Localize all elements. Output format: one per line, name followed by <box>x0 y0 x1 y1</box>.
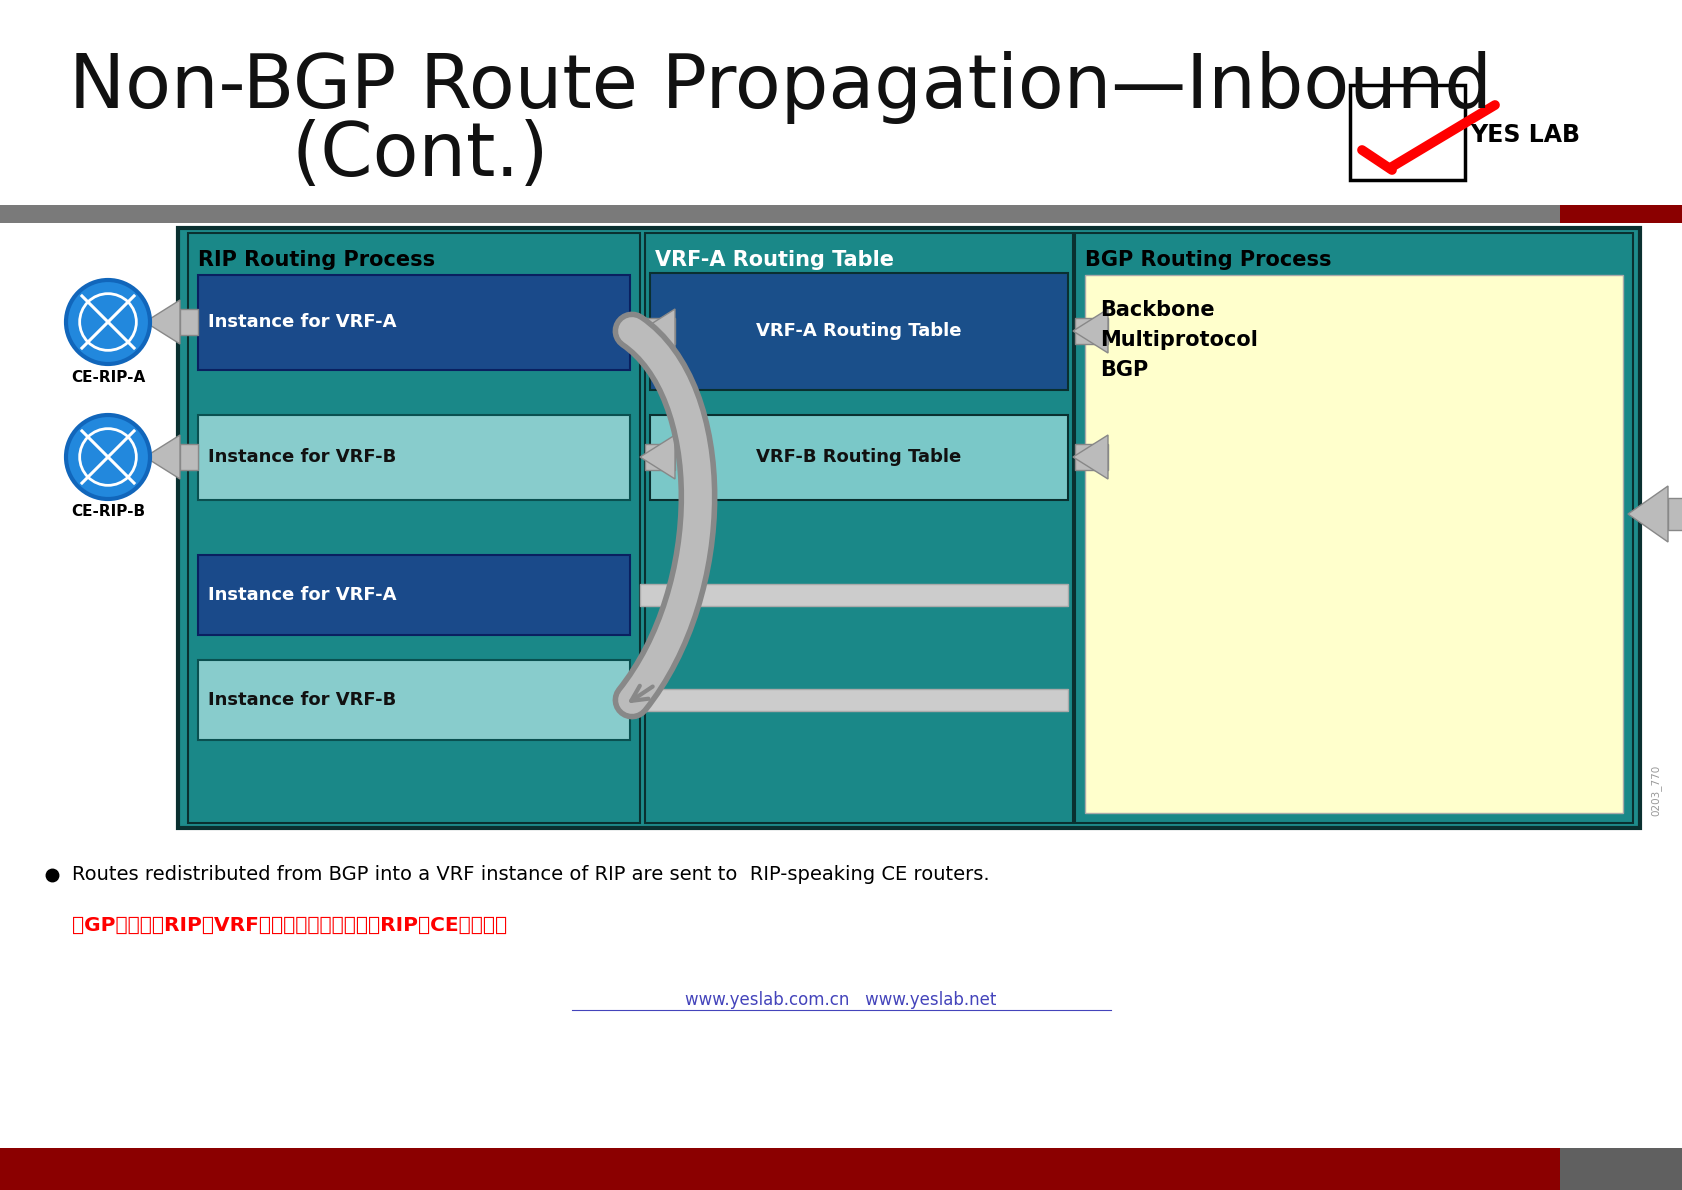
Bar <box>0 205 1559 223</box>
Bar <box>649 273 1068 390</box>
Bar <box>188 233 639 823</box>
Bar <box>180 309 198 336</box>
Bar <box>1085 275 1621 813</box>
Text: Instance for VRF-B: Instance for VRF-B <box>209 447 395 466</box>
Bar <box>198 660 629 740</box>
Polygon shape <box>639 309 674 353</box>
Bar <box>644 318 674 344</box>
Bar <box>644 444 674 470</box>
Polygon shape <box>1073 436 1107 480</box>
Bar <box>1559 1148 1682 1190</box>
Text: Routes redistributed from BGP into a VRF instance of RIP are sent to  RIP-speaki: Routes redistributed from BGP into a VRF… <box>72 865 989 884</box>
Bar <box>649 415 1068 500</box>
Bar <box>180 444 198 470</box>
Text: www.yeslab.com.cn   www.yeslab.net: www.yeslab.com.cn www.yeslab.net <box>685 991 996 1009</box>
Text: CE-RIP-A: CE-RIP-A <box>71 370 145 384</box>
Polygon shape <box>639 436 674 480</box>
Text: 仫GP重分发到RIP的VRF实例的路由被发送到说RIP的CE路由器。: 仫GP重分发到RIP的VRF实例的路由被发送到说RIP的CE路由器。 <box>72 915 506 934</box>
Bar <box>639 584 1068 606</box>
Text: Instance for VRF-A: Instance for VRF-A <box>209 313 397 331</box>
Text: (Cont.): (Cont.) <box>291 119 548 192</box>
Bar <box>1559 205 1682 223</box>
Bar <box>198 275 629 370</box>
Bar <box>1075 233 1632 823</box>
Text: BGP Routing Process: BGP Routing Process <box>1085 250 1330 270</box>
Text: Instance for VRF-A: Instance for VRF-A <box>209 585 397 605</box>
Text: Backbone
Multiprotocol
BGP: Backbone Multiprotocol BGP <box>1100 300 1256 380</box>
Polygon shape <box>1626 486 1667 541</box>
Bar <box>644 233 1073 823</box>
Text: VRF-A Routing Table: VRF-A Routing Table <box>654 250 893 270</box>
Text: VRF-B Routing Table: VRF-B Routing Table <box>755 447 960 466</box>
Bar <box>178 228 1638 828</box>
Polygon shape <box>1073 309 1107 353</box>
Polygon shape <box>145 436 180 480</box>
Text: 0203_770: 0203_770 <box>1650 764 1660 815</box>
Bar <box>1349 84 1463 180</box>
Text: Instance for VRF-B: Instance for VRF-B <box>209 691 395 709</box>
Bar <box>198 415 629 500</box>
Circle shape <box>66 415 150 499</box>
Text: Non-BGP Route Propagation—Inbound: Non-BGP Route Propagation—Inbound <box>69 51 1490 125</box>
Text: RIP Routing Process: RIP Routing Process <box>198 250 436 270</box>
Text: YES LAB: YES LAB <box>1468 123 1579 148</box>
Text: VRF-A Routing Table: VRF-A Routing Table <box>755 322 960 340</box>
Bar <box>639 689 1068 710</box>
Bar <box>1075 318 1107 344</box>
Bar <box>1667 497 1682 530</box>
Polygon shape <box>145 300 180 344</box>
Bar <box>198 555 629 635</box>
Bar <box>1075 444 1107 470</box>
Text: CE-RIP-B: CE-RIP-B <box>71 505 145 520</box>
Circle shape <box>66 280 150 364</box>
Bar <box>0 1148 1559 1190</box>
